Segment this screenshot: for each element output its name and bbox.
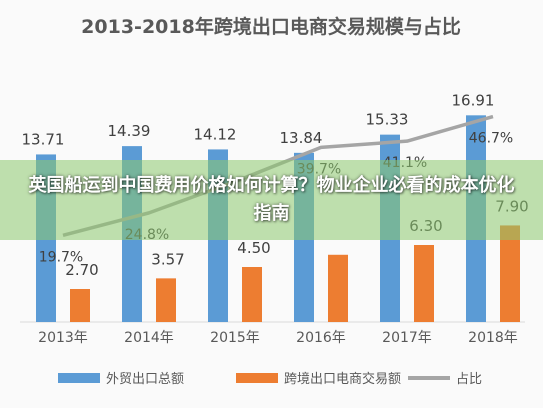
x-tick-6: 2018年 — [468, 330, 518, 346]
bar-5-series-2 — [414, 245, 434, 322]
bar-3-series-2 — [242, 267, 262, 322]
legend: 外贸出口总额 跨境出口电商交易额 占比 — [58, 371, 482, 387]
legend-label-series-1: 外贸出口总额 — [106, 372, 184, 387]
bar-6-series-2 — [500, 225, 520, 322]
label-2-series-2: 3.57 — [151, 250, 184, 268]
label-1-series-2: 2.70 — [65, 261, 98, 279]
label-3-series-1: 14.12 — [194, 125, 237, 143]
label-1-series-1: 13.71 — [22, 130, 65, 148]
bar-1-series-2 — [70, 289, 90, 322]
label-2-series-1: 14.39 — [108, 122, 151, 140]
label-6-series-1: 16.91 — [452, 91, 495, 109]
x-tick-3: 2015年 — [210, 330, 260, 346]
bar-4-series-2 — [328, 254, 348, 322]
x-tick-1: 2013年 — [38, 330, 88, 346]
legend-label-series-3: 占比 — [456, 372, 482, 387]
label-3-series-2: 4.50 — [237, 239, 270, 257]
banner-text: 英国船运到中国费用价格如何计算？物业企业必看的成本优化指南 — [28, 175, 515, 224]
ratio-label-1: 19.7% — [39, 249, 83, 265]
label-5-series-1: 15.33 — [366, 111, 409, 129]
legend-swatch-series-2 — [236, 373, 278, 383]
x-tick-labels: 2013年 2014年 2015年 2016年 2017年 2018年 — [38, 330, 518, 346]
legend-label-series-2: 跨境出口电商交易额 — [284, 371, 401, 387]
legend-swatch-series-1 — [58, 373, 100, 383]
chart-title: 2013-2018年跨境出口电商交易规模与占比 — [81, 15, 461, 38]
label-4-series-1: 13.84 — [280, 129, 323, 147]
x-tick-4: 2016年 — [296, 330, 346, 346]
ratio-label-6: 46.7% — [469, 131, 513, 147]
bar-2-series-2 — [156, 278, 176, 322]
x-tick-5: 2017年 — [382, 330, 432, 346]
overlay-banner: 英国船运到中国费用价格如何计算？物业企业必看的成本优化指南 — [0, 160, 543, 240]
x-tick-2: 2014年 — [124, 330, 174, 346]
